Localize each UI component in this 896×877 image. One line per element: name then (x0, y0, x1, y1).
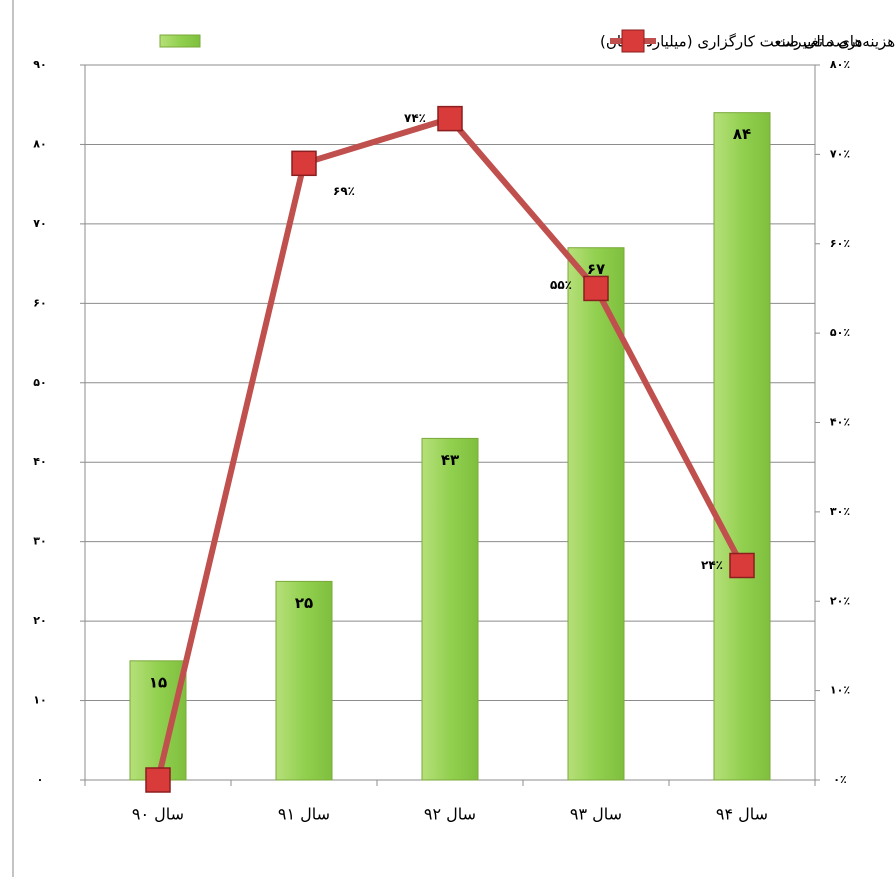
legend-swatch (159, 34, 201, 48)
legend-label: هزینه‌های مالی صنعت کارگزاری (میلیارد تو… (600, 33, 895, 51)
data-label: ۶۹٪ (333, 184, 355, 198)
marker (437, 105, 463, 132)
marker (729, 552, 755, 579)
data-label: ۲۵ (295, 594, 313, 612)
x-tick-label: سال ۹۴ (716, 805, 768, 824)
y-tick-label: ۳۰ (33, 535, 46, 548)
data-label: ۶۷ (587, 260, 605, 278)
data-label: ۴۳ (441, 451, 459, 469)
y2-tick-label: ۱۰٪ (830, 684, 850, 697)
x-tick-label: سال ۹۱ (278, 805, 330, 824)
y2-tick-label: ۶۰٪ (830, 237, 850, 250)
y-tick-label: ۱۰ (33, 694, 46, 707)
bar (421, 437, 479, 781)
y-tick-label: ۹۰ (33, 58, 46, 71)
data-label: ۸۴ (733, 125, 751, 143)
legend-marker (621, 29, 645, 53)
bar (713, 112, 771, 781)
bar (129, 660, 187, 781)
data-label: ۷۴٪ (404, 111, 426, 125)
data-label: ۲۴٪ (701, 558, 723, 572)
y-tick-label: ۷۰ (33, 217, 46, 230)
y2-tick-label: ۷۰٪ (830, 147, 850, 160)
data-label: ۵۵٪ (550, 278, 572, 292)
y2-tick-label: ۵۰٪ (830, 326, 850, 339)
x-tick-label: سال ۹۰ (132, 805, 184, 824)
y-tick-label: ۶۰ (33, 296, 46, 309)
data-label: ۱۵ (149, 673, 167, 691)
y-tick-label: ۸۰ (33, 137, 46, 150)
y2-tick-label: ۳۰٪ (830, 505, 850, 518)
y2-tick-label: ۴۰٪ (830, 416, 850, 429)
bar (275, 580, 333, 781)
y2-tick-label: ۲۰٪ (830, 594, 850, 607)
y-tick-label: ۰ (37, 773, 44, 786)
marker (291, 150, 317, 177)
y2-tick-label: ۸۰٪ (830, 58, 850, 71)
legend-label: درصد تغییرات (776, 33, 862, 51)
y2-tick-label: ۰٪ (833, 773, 846, 786)
x-tick-label: سال ۹۳ (570, 805, 622, 824)
x-tick-label: سال ۹۲ (424, 805, 476, 824)
y-tick-label: ۴۰ (33, 455, 46, 468)
marker (583, 275, 609, 302)
marker (145, 767, 171, 793)
y-tick-label: ۵۰ (33, 376, 46, 389)
y-tick-label: ۲۰ (33, 614, 46, 627)
bar (567, 247, 625, 781)
